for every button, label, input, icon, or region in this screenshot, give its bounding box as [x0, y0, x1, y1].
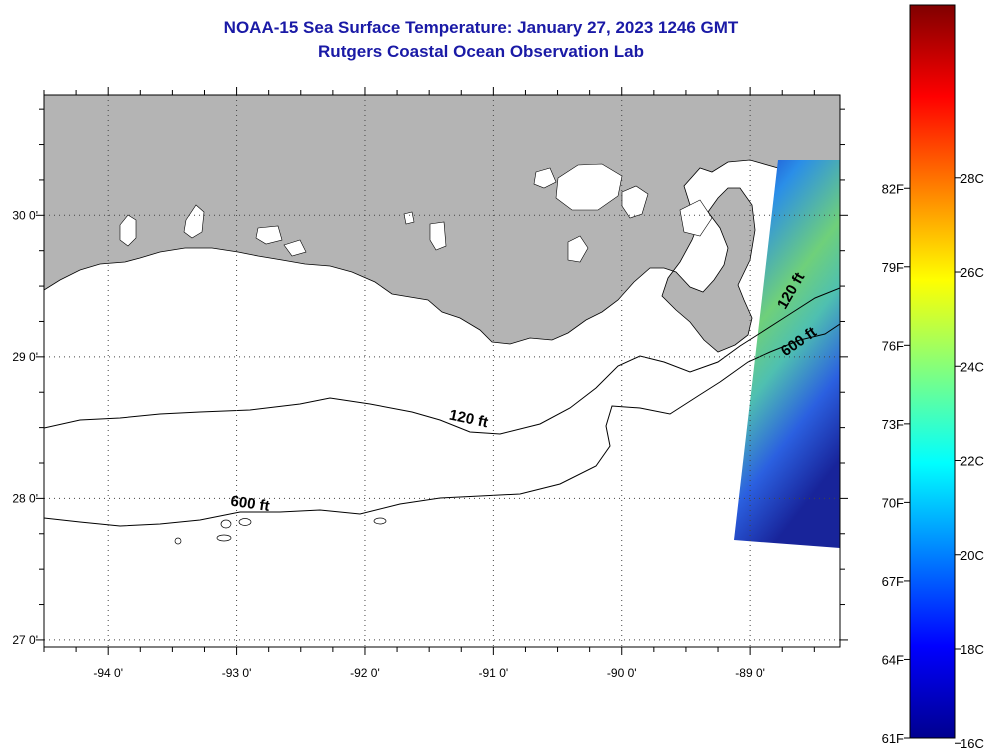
- temperature-colorbar: 82F 79F 76F 73F 70F 67F 64F 61F 28C 26C 24C 22C 20C…: [882, 4, 984, 751]
- longitude-label: -90 0': [607, 666, 637, 680]
- colorbar-fahrenheit-label: 70F: [882, 495, 904, 510]
- map-frame: [43, 94, 841, 648]
- colorbar-fahrenheit-labels: 82F 79F 76F 73F 70F 67F 64F 61F: [882, 181, 910, 746]
- colorbar-fahrenheit-label: 76F: [882, 338, 904, 353]
- colorbar-celsius-label: 26C: [960, 265, 984, 280]
- longitude-label: -94 0': [93, 666, 123, 680]
- longitude-labels: -94 0' -93 0' -92 0' -91 0' -90 0' -89 0': [93, 666, 765, 680]
- colorbar-celsius-label: 18C: [960, 642, 984, 657]
- colorbar-fahrenheit-label: 73F: [882, 417, 904, 432]
- axis-ticks: [36, 87, 848, 655]
- latitude-label: 27 0': [12, 633, 38, 647]
- latitude-label: 28 0': [12, 491, 38, 505]
- colorbar-celsius-label: 28C: [960, 171, 984, 186]
- graticule: [44, 95, 840, 647]
- longitude-label: -91 0': [479, 666, 509, 680]
- colorbar-celsius-label: 16C: [960, 736, 984, 751]
- longitude-label: -89 0': [735, 666, 765, 680]
- latitude-labels: 30 0' 29 0' 28 0' 27 0': [12, 208, 38, 647]
- colorbar-celsius-label: 22C: [960, 454, 984, 469]
- contour-label: 600 ft: [229, 493, 270, 515]
- sst-swath: [734, 160, 840, 548]
- latitude-label: 30 0': [12, 208, 38, 222]
- colorbar-fahrenheit-label: 67F: [882, 574, 904, 589]
- colorbar-celsius-labels: 28C 26C 24C 22C 20C 18C 16C: [955, 171, 984, 751]
- colorbar-celsius-label: 20C: [960, 548, 984, 563]
- map-title: NOAA-15 Sea Surface Temperature: January…: [223, 18, 739, 37]
- colorbar-fahrenheit-label: 79F: [882, 260, 904, 275]
- longitude-label: -93 0': [222, 666, 252, 680]
- colorbar-celsius-label: 24C: [960, 359, 984, 374]
- contour-600ft: [44, 323, 840, 527]
- longitude-label: -92 0': [350, 666, 380, 680]
- colorbar-fahrenheit-label: 64F: [882, 652, 904, 667]
- bathymetry-islets: [174, 517, 387, 545]
- colorbar-fahrenheit-label: 82F: [882, 181, 904, 196]
- latitude-label: 29 0': [12, 350, 38, 364]
- map-subtitle: Rutgers Coastal Ocean Observation Lab: [318, 42, 644, 61]
- contour-120ft: [44, 287, 840, 435]
- colorbar-fahrenheit-label: 61F: [882, 731, 904, 746]
- colorbar-scale: [909, 4, 956, 739]
